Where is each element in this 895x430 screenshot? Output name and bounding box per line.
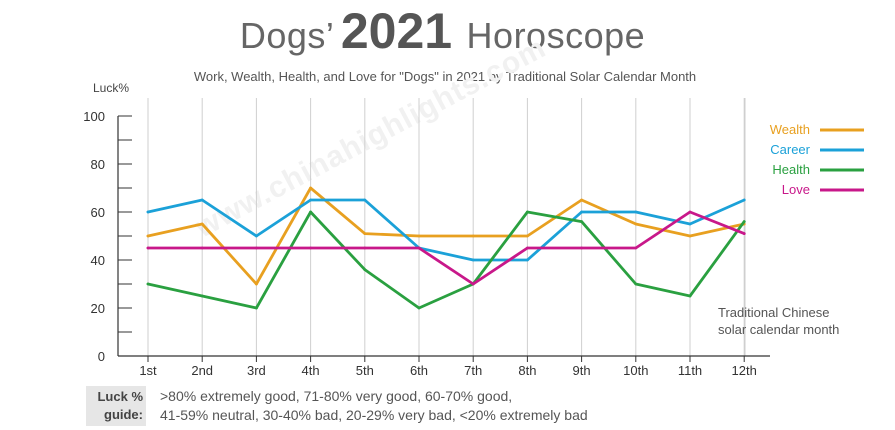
point-health-6	[417, 306, 421, 310]
chart-title: Dogs’ 2021 Horoscope	[0, 2, 885, 60]
luck-guide-line1: >80% extremely good, 71-80% very good, 6…	[160, 388, 513, 404]
series-line-love	[146, 210, 746, 286]
y-tick-label-80: 80	[91, 157, 105, 172]
point-career-3	[255, 234, 258, 238]
series-line-wealth	[146, 186, 746, 286]
point-wealth-10	[634, 222, 638, 226]
chart-subtitle: Work, Wealth, Health, and Love for "Dogs…	[193, 69, 697, 84]
x-axis-label-line1: Traditional Chinese	[718, 305, 830, 320]
series-line-career	[146, 198, 746, 262]
point-health-3	[255, 306, 258, 310]
x-tick-label-5th: 5th	[356, 363, 374, 378]
x-tick-label-12th: 12th	[732, 363, 757, 378]
x-tick-label-8th: 8th	[518, 363, 536, 378]
y-tick-label-60: 60	[91, 205, 105, 220]
title-year: 2021	[340, 3, 453, 59]
point-love-4	[309, 246, 312, 250]
point-health-10	[634, 282, 638, 286]
point-career-10	[634, 210, 638, 214]
luck-guide-label: Luck % guide:	[86, 386, 146, 426]
x-tick-label-2nd: 2nd	[191, 363, 213, 378]
x-tick-label-10th: 10th	[623, 363, 648, 378]
x-tick-label-9th: 9th	[573, 363, 591, 378]
point-health-8	[526, 210, 529, 214]
x-tick-label-4th: 4th	[302, 363, 320, 378]
title-prefix: Dogs’	[239, 15, 335, 56]
point-love-9	[580, 246, 583, 250]
point-love-12	[742, 232, 746, 236]
luck-guide-text: >80% extremely good, 71-80% very good, 6…	[160, 387, 588, 425]
y-tick-label-100: 100	[83, 109, 105, 124]
x-axis-label: Traditional Chinese solar calendar month	[718, 304, 839, 338]
luck-guide-line2: 41-59% neutral, 30-40% bad, 20-29% very …	[160, 407, 588, 423]
point-career-4	[309, 198, 312, 202]
legend-label-love: Love	[782, 182, 810, 197]
point-health-4	[309, 210, 312, 214]
point-love-1	[146, 246, 150, 250]
title-suffix: Horoscope	[466, 15, 646, 56]
x-tick-label-7th: 7th	[464, 363, 482, 378]
x-tick-label-3rd: 3rd	[247, 363, 266, 378]
legend-label-wealth: Wealth	[770, 122, 810, 137]
point-health-11	[688, 294, 692, 298]
point-wealth-6	[417, 234, 421, 238]
luck-guide-label-line2: guide:	[104, 407, 143, 422]
luck-guide-label-line1: Luck %	[97, 389, 143, 404]
point-career-8	[526, 258, 529, 262]
point-wealth-7	[471, 234, 475, 238]
x-tick-label-1st: 1st	[139, 363, 157, 378]
y-tick-label-20: 20	[91, 301, 105, 316]
x-tick-label-6th: 6th	[410, 363, 428, 378]
point-health-1	[146, 282, 150, 286]
point-love-11	[688, 210, 692, 214]
y-tick-label-0: 0	[98, 349, 105, 364]
point-wealth-4	[309, 186, 312, 190]
point-love-2	[200, 246, 204, 250]
point-love-6	[417, 246, 421, 250]
point-health-9	[580, 220, 583, 224]
x-tick-label-11th: 11th	[678, 363, 702, 378]
point-career-9	[580, 210, 583, 214]
legend-label-career: Career	[770, 142, 810, 157]
point-wealth-2	[200, 222, 204, 226]
point-career-12	[742, 198, 746, 202]
point-love-3	[255, 246, 258, 250]
point-wealth-8	[526, 234, 529, 238]
point-career-2	[200, 198, 204, 202]
x-axis-label-line2: solar calendar month	[718, 322, 840, 337]
point-wealth-1	[146, 234, 150, 238]
point-health-12	[742, 220, 746, 224]
y-tick-label-40: 40	[91, 253, 105, 268]
legend-label-health: Health	[772, 162, 810, 177]
point-wealth-5	[363, 232, 367, 236]
point-love-8	[526, 246, 529, 250]
point-career-11	[688, 222, 692, 226]
point-love-5	[363, 246, 367, 250]
point-health-5	[363, 268, 367, 271]
point-wealth-3	[255, 282, 258, 286]
point-career-5	[363, 198, 367, 202]
point-love-7	[471, 282, 475, 286]
point-wealth-11	[688, 234, 692, 238]
point-wealth-9	[580, 198, 583, 202]
point-love-10	[634, 246, 638, 250]
point-career-7	[471, 258, 475, 262]
point-health-2	[200, 294, 204, 298]
point-career-1	[146, 210, 150, 214]
series-line-health	[146, 210, 746, 310]
y-axis-label: Luck%	[93, 81, 130, 95]
